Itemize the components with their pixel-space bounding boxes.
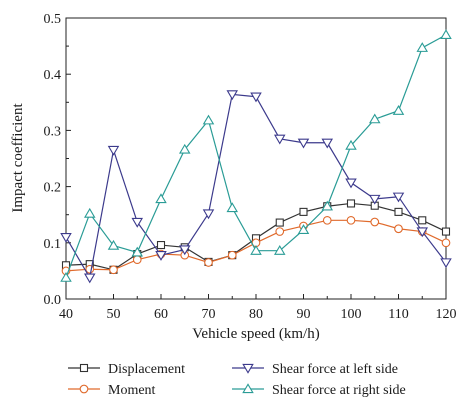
data-point-shear-force-at-right-side	[368, 113, 381, 124]
y-tick-label: 0.0	[44, 293, 62, 308]
data-point-shear-force-at-right-side	[416, 42, 429, 52]
data-point-moment	[132, 255, 142, 265]
data-point-shear-force-at-left-side	[155, 251, 167, 261]
y-tick-label: 0.2	[44, 181, 62, 196]
data-point-shear-force-at-left-side	[368, 194, 381, 205]
legend-marker	[242, 363, 254, 374]
y-tick-label: 0.1	[44, 237, 62, 252]
data-point-displacement	[156, 240, 166, 250]
data-point-shear-force-at-right-side	[297, 224, 310, 235]
data-point-shear-force-at-right-side	[226, 202, 239, 213]
x-tick-label: 50	[107, 307, 121, 322]
legend-label: Shear force at left side	[272, 362, 398, 377]
data-point-moment	[109, 265, 118, 275]
legend-marker	[79, 384, 89, 394]
y-axis-ticks: 0.0 0.1 0.2 0.3 0.4 0.5	[44, 12, 71, 308]
data-point-moment	[394, 224, 403, 234]
data-point-shear-force-at-left-side	[131, 217, 144, 228]
data-point-shear-force-at-left-side	[202, 209, 215, 220]
data-point-shear-force-at-right-side	[155, 193, 167, 204]
data-point-shear-force-at-right-side	[107, 239, 120, 250]
legend-marker	[242, 383, 254, 394]
data-point-moment	[370, 217, 380, 227]
data-point-displacement	[441, 227, 451, 236]
y-tick-label: 0.5	[44, 12, 62, 27]
data-point-shear-force-at-left-side	[226, 90, 239, 101]
x-tick-label: 100	[341, 307, 362, 322]
legend-item-displacement: Displacement	[68, 362, 185, 377]
data-point-moment	[322, 215, 332, 225]
legend-label: Shear force at right side	[272, 383, 406, 398]
data-point-shear-force-at-right-side	[83, 207, 96, 218]
x-axis-title: Vehicle speed (km/h)	[192, 326, 319, 342]
data-point-displacement	[275, 218, 284, 227]
data-point-shear-force-at-right-side	[321, 200, 334, 211]
series-displacement	[61, 199, 451, 274]
data-point-moment	[441, 238, 451, 248]
data-point-shear-force-at-left-side	[416, 227, 429, 238]
data-point-shear-force-at-right-side	[392, 105, 405, 115]
legend-item-shear-force-at-left-side: Shear force at left side	[232, 362, 398, 377]
x-tick-label: 60	[154, 307, 168, 322]
data-point-shear-force-at-right-side	[202, 114, 215, 125]
x-tick-label: 110	[388, 307, 408, 322]
data-point-shear-force-at-right-side	[440, 29, 452, 40]
series-layer	[60, 29, 452, 284]
y-tick-label: 0.4	[44, 68, 62, 83]
data-point-displacement	[394, 207, 403, 216]
data-point-shear-force-at-right-side	[345, 139, 357, 150]
x-tick-label: 80	[249, 307, 263, 322]
legend-item-moment: Moment	[68, 383, 156, 398]
data-point-shear-force-at-left-side	[321, 138, 334, 149]
data-point-moment	[275, 227, 285, 236]
data-point-shear-force-at-left-side	[345, 178, 357, 189]
data-point-shear-force-at-left-side	[178, 245, 191, 256]
data-point-shear-force-at-left-side	[250, 92, 262, 103]
data-point-shear-force-at-left-side	[107, 145, 120, 156]
data-point-displacement	[299, 207, 308, 216]
y-axis-title: Impact coefficient	[10, 103, 26, 213]
data-point-shear-force-at-right-side	[131, 246, 144, 257]
legend-label: Moment	[108, 383, 156, 398]
x-tick-label: 90	[297, 307, 311, 322]
legend: Displacement Moment Shear force at left si…	[68, 362, 406, 398]
data-point-displacement	[418, 216, 427, 225]
legend-label: Displacement	[108, 362, 185, 377]
y-tick-label: 0.3	[44, 124, 62, 139]
data-point-moment	[204, 258, 213, 267]
legend-item-shear-force-at-right-side: Shear force at right side	[232, 383, 406, 398]
data-point-shear-force-at-right-side	[273, 244, 286, 255]
data-point-shear-force-at-right-side	[250, 244, 262, 255]
data-point-displacement	[346, 199, 356, 208]
series-shear-force-at-left-side	[60, 90, 452, 284]
data-point-shear-force-at-left-side	[297, 138, 310, 149]
data-point-shear-force-at-left-side	[83, 273, 96, 284]
data-point-shear-force-at-left-side	[60, 233, 72, 243]
x-tick-label: 70	[202, 307, 216, 322]
data-point-shear-force-at-left-side	[392, 192, 405, 203]
plot-frame	[65, 17, 447, 300]
data-point-shear-force-at-right-side	[60, 271, 72, 282]
data-point-shear-force-at-left-side	[440, 258, 452, 269]
data-point-shear-force-at-right-side	[178, 143, 191, 154]
x-axis-ticks: 40 50 60 70 80 90 100 110 120	[59, 294, 457, 322]
data-point-moment	[346, 215, 356, 225]
x-tick-label: 40	[59, 307, 73, 322]
data-point-moment	[227, 250, 237, 260]
series-shear-force-at-right-side	[60, 29, 452, 282]
data-point-shear-force-at-left-side	[273, 134, 286, 145]
x-tick-label: 120	[436, 307, 457, 322]
legend-marker	[79, 363, 89, 373]
